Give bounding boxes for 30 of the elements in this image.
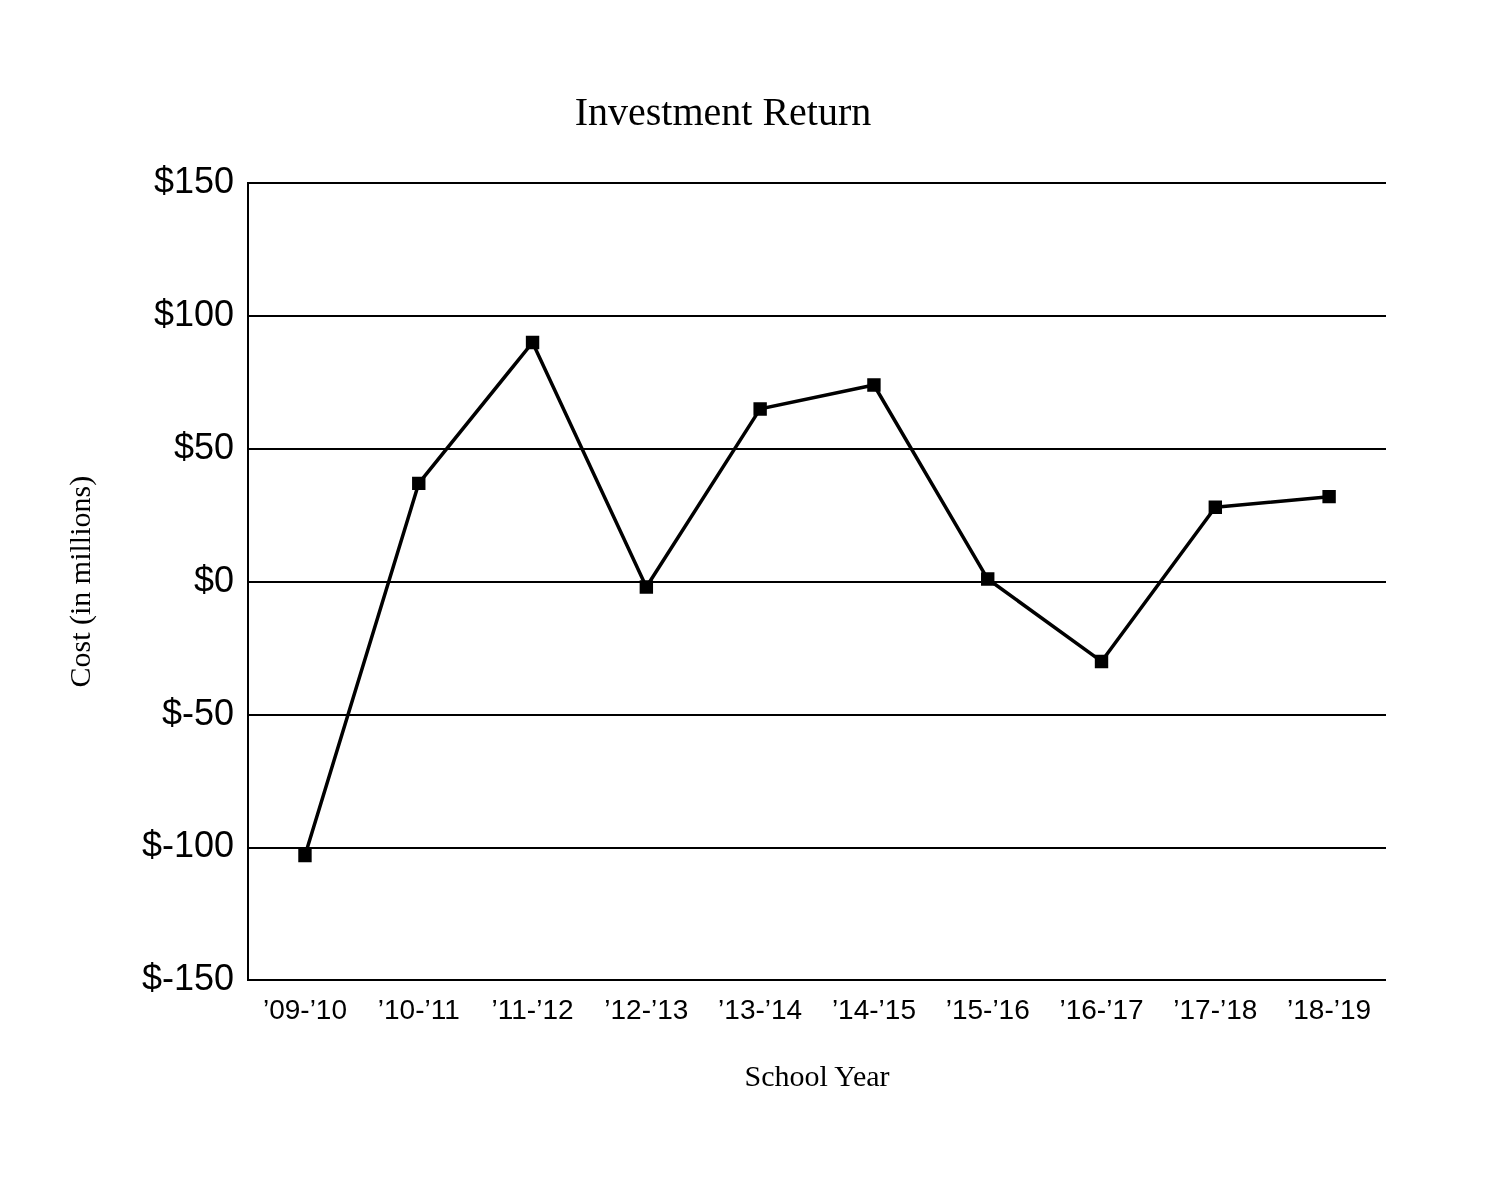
point xyxy=(298,848,312,863)
y-tick-label: $-50 xyxy=(162,691,235,733)
y-tick-label: $50 xyxy=(174,425,235,467)
x-tick-label: ’09-’10 xyxy=(262,993,347,1025)
y-tick-label: $-100 xyxy=(142,824,235,866)
x-tick-label: ’18-’19 xyxy=(1287,993,1372,1025)
point xyxy=(639,580,654,594)
point xyxy=(867,378,881,392)
point xyxy=(412,476,426,491)
x-tick-label: ’12-’13 xyxy=(604,993,689,1025)
point xyxy=(981,572,995,586)
point xyxy=(525,335,540,350)
y-axis-title: Cost (in millions) xyxy=(62,475,97,688)
y-tick-label: $-150 xyxy=(142,957,235,999)
x-tick-label: ’15-’16 xyxy=(945,993,1030,1025)
point xyxy=(753,402,767,416)
x-tick-label: ’14-’15 xyxy=(831,993,916,1025)
x-tick-label: ’13-’14 xyxy=(718,993,803,1025)
x-axis-title: School Year xyxy=(744,1058,890,1092)
x-tick-label: ’17-’18 xyxy=(1173,993,1258,1025)
point xyxy=(1208,500,1223,514)
y-tick-label: $150 xyxy=(153,159,235,201)
chart-title: Investment Return xyxy=(574,88,872,134)
x-tick-label: ’10-’11 xyxy=(377,993,460,1025)
y-tick-label: $0 xyxy=(194,558,235,600)
point xyxy=(1094,654,1109,669)
x-tick-label: ’16-’17 xyxy=(1059,993,1144,1025)
y-tick-label: $100 xyxy=(153,292,235,334)
x-tick-label: ’11-’12 xyxy=(491,993,574,1025)
point xyxy=(1322,489,1336,504)
